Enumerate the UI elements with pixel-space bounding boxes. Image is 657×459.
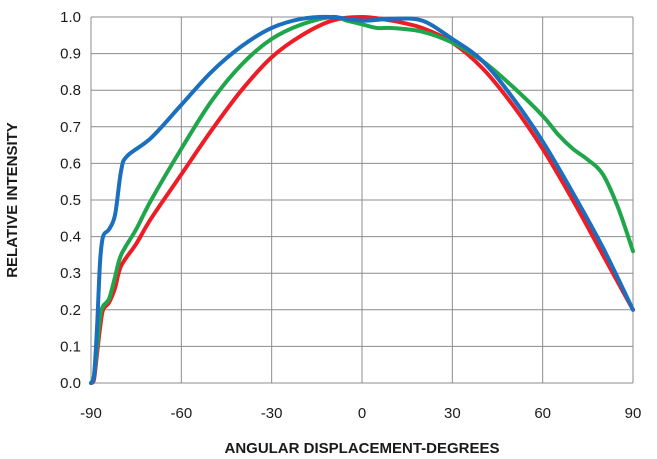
x-axis-title: ANGULAR DISPLACEMENT-DEGREES	[224, 440, 499, 457]
x-tick-label: 90	[625, 405, 642, 422]
x-tick-label: -30	[261, 405, 283, 422]
y-tick-label: 0.9	[60, 46, 81, 63]
x-tick-label: -60	[170, 405, 192, 422]
y-tick-label: 0.3	[60, 265, 81, 282]
y-tick-label: 0.5	[60, 192, 81, 209]
x-axis-ticks: -90 -60 -30 0 30 60 90	[80, 405, 641, 422]
y-tick-label: 0.2	[60, 302, 81, 319]
y-tick-label: 0.7	[60, 119, 81, 136]
x-tick-label: 30	[444, 405, 461, 422]
y-axis-ticks: 0.0 0.1 0.2 0.3 0.4 0.5 0.6 0.7 0.8 0.9 1.0	[60, 9, 81, 392]
y-tick-label: 1.0	[60, 9, 81, 26]
y-tick-label: 0.6	[60, 155, 81, 172]
grid	[90, 16, 634, 384]
series-line-3	[89, 14, 635, 385]
series-layer	[89, 14, 635, 385]
x-tick-label: 0	[358, 405, 366, 422]
y-tick-label: 0.0	[60, 375, 81, 392]
x-tick-label: 60	[534, 405, 551, 422]
y-axis-title: RELATIVE INTENSITY	[4, 122, 21, 278]
y-tick-label: 0.8	[60, 82, 81, 99]
y-tick-label: 0.1	[60, 338, 81, 355]
y-tick-label: 0.4	[60, 229, 81, 246]
x-tick-label: -90	[80, 405, 102, 422]
